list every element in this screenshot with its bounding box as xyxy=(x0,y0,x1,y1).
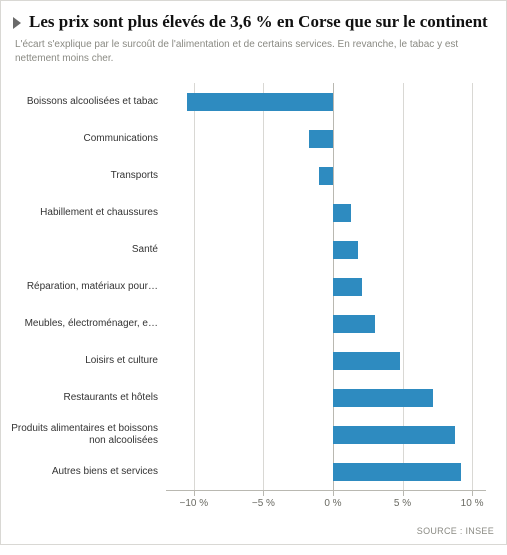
category-label: Loisirs et culture xyxy=(11,355,166,367)
chart-row: Réparation, matériaux pour… xyxy=(11,268,496,305)
category-label: Réparation, matériaux pour… xyxy=(11,281,166,293)
bar-cell xyxy=(166,194,486,231)
bar xyxy=(333,241,358,259)
bar-cell xyxy=(166,157,486,194)
axis-baseline xyxy=(166,490,486,491)
category-label: Santé xyxy=(11,244,166,256)
tick-label: −5 % xyxy=(252,498,275,509)
tick xyxy=(472,490,473,496)
tick xyxy=(194,490,195,496)
bar xyxy=(319,167,333,185)
bar-cell xyxy=(166,231,486,268)
bar xyxy=(333,426,455,444)
chart-row: Loisirs et culture xyxy=(11,342,496,379)
axis-cell: −10 % −5 % 0 % 5 % 10 % xyxy=(166,490,486,518)
chart-row: Boissons alcoolisées et tabac xyxy=(11,83,496,120)
chart-row: Produits alimentaires et boissons non al… xyxy=(11,416,496,453)
category-label: Boissons alcoolisées et tabac xyxy=(11,96,166,108)
category-label: Autres biens et services xyxy=(11,466,166,478)
plot-area: Boissons alcoolisées et tabac Communicati… xyxy=(11,83,496,518)
chart-row: Santé xyxy=(11,231,496,268)
tick xyxy=(333,490,334,496)
bar xyxy=(333,352,400,370)
bar xyxy=(333,315,375,333)
bar-cell xyxy=(166,83,486,120)
bar xyxy=(333,389,433,407)
bar xyxy=(309,130,333,148)
category-label: Restaurants et hôtels xyxy=(11,392,166,404)
category-label: Meubles, électroménager, e… xyxy=(11,318,166,330)
rows: Boissons alcoolisées et tabac Communicati… xyxy=(11,83,496,490)
tick xyxy=(263,490,264,496)
bar xyxy=(333,463,461,481)
bar xyxy=(333,204,351,222)
category-label: Habillement et chaussures xyxy=(11,207,166,219)
tick-label: 0 % xyxy=(324,498,341,509)
chart-row: Habillement et chaussures xyxy=(11,194,496,231)
tick xyxy=(403,490,404,496)
tick-label: 10 % xyxy=(461,498,484,509)
category-label: Produits alimentaires et boissons non al… xyxy=(11,423,166,446)
header: Les prix sont plus élevés de 3,6 % en Co… xyxy=(1,1,506,36)
bar-cell xyxy=(166,120,486,157)
chart-title: Les prix sont plus élevés de 3,6 % en Co… xyxy=(29,11,488,32)
bar xyxy=(187,93,333,111)
source-label: SOURCE : INSEE xyxy=(1,522,506,544)
bar-cell xyxy=(166,268,486,305)
chart-row: Transports xyxy=(11,157,496,194)
category-label: Communications xyxy=(11,133,166,145)
chart-row: Meubles, électroménager, e… xyxy=(11,305,496,342)
tick-label: 5 % xyxy=(394,498,411,509)
expand-triangle-icon xyxy=(13,17,21,29)
bar-cell xyxy=(166,305,486,342)
axis-spacer xyxy=(11,490,166,518)
bar-cell xyxy=(166,379,486,416)
chart-subtitle: L'écart s'explique par le surcoût de l'a… xyxy=(1,36,506,75)
tick-label: −10 % xyxy=(179,498,208,509)
bar-cell xyxy=(166,416,486,453)
bar xyxy=(333,278,362,296)
chart-container: Les prix sont plus élevés de 3,6 % en Co… xyxy=(0,0,507,545)
chart-row: Autres biens et services xyxy=(11,453,496,490)
bar-cell xyxy=(166,342,486,379)
chart-row: Communications xyxy=(11,120,496,157)
category-label: Transports xyxy=(11,170,166,182)
chart-row: Restaurants et hôtels xyxy=(11,379,496,416)
x-axis: −10 % −5 % 0 % 5 % 10 % xyxy=(11,490,496,518)
bar-cell xyxy=(166,453,486,490)
